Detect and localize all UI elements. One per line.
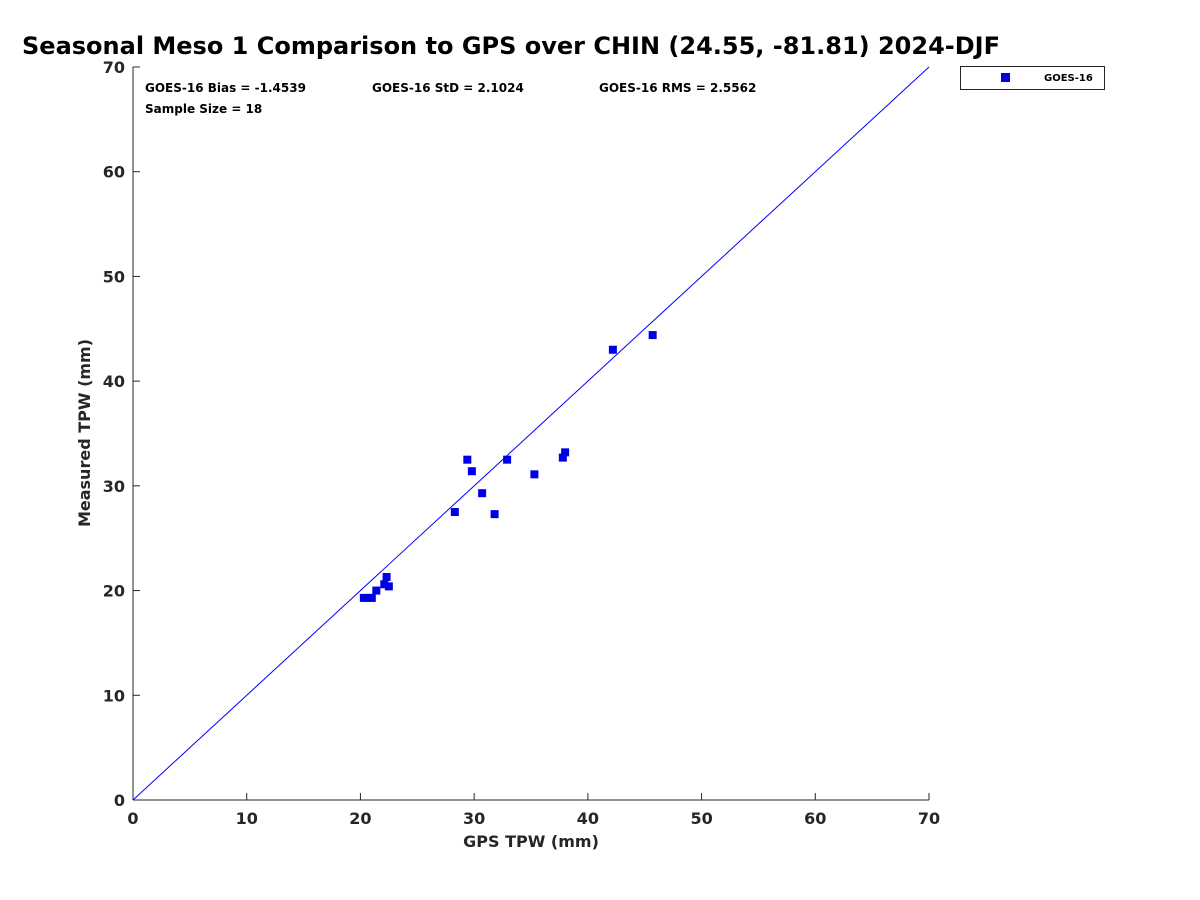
x-ticks: 0 10 20 30 40 50 60 70: [127, 793, 940, 828]
data-point: [503, 455, 512, 464]
x-tick-label: 20: [349, 809, 371, 828]
x-tick-label: 30: [463, 809, 485, 828]
data-point: [530, 470, 539, 479]
x-tick-label: 70: [918, 809, 940, 828]
x-tick-label: 10: [236, 809, 258, 828]
y-tick-label: 40: [103, 372, 125, 391]
data-point: [490, 510, 499, 519]
plot-area: 0 10 20 30 40 50 60 70 0 10 20 30 40 50 60 70: [103, 58, 940, 828]
data-point: [363, 593, 372, 602]
one-to-one-line: [132, 66, 930, 801]
y-axis-label: Measured TPW (mm): [75, 339, 94, 527]
y-tick-label: 0: [114, 791, 125, 810]
data-point: [478, 489, 487, 498]
bias-annotation: GOES-16 Bias = -1.4539: [145, 81, 306, 95]
x-tick-label: 60: [804, 809, 826, 828]
data-points: [359, 331, 657, 602]
y-tick-label: 60: [103, 163, 125, 182]
data-point: [558, 453, 567, 462]
chart-title: Seasonal Meso 1 Comparison to GPS over C…: [22, 32, 1000, 60]
rms-annotation: GOES-16 RMS = 2.5562: [599, 81, 756, 95]
data-point: [561, 448, 570, 457]
y-tick-label: 50: [103, 267, 125, 286]
data-point: [648, 331, 657, 340]
sample-size-annotation: Sample Size = 18: [145, 102, 262, 116]
legend-entry-label: GOES-16: [1044, 73, 1093, 84]
data-point: [467, 467, 476, 476]
data-point: [372, 586, 381, 595]
y-tick-label: 20: [103, 582, 125, 601]
y-tick-label: 10: [103, 686, 125, 705]
y-tick-label: 30: [103, 477, 125, 496]
data-point: [384, 582, 393, 591]
y-tick-label: 70: [103, 58, 125, 77]
std-annotation: GOES-16 StD = 2.1024: [372, 81, 524, 95]
x-tick-label: 50: [690, 809, 712, 828]
data-point: [450, 508, 459, 517]
legend-marker: [1001, 73, 1010, 82]
data-point: [367, 593, 376, 602]
x-axis-label: GPS TPW (mm): [463, 832, 599, 851]
x-tick-label: 0: [127, 809, 138, 828]
data-point: [608, 345, 617, 354]
data-point: [463, 455, 472, 464]
data-point: [382, 572, 391, 581]
legend-box: [960, 66, 1105, 90]
data-point: [380, 580, 389, 589]
x-tick-label: 40: [577, 809, 599, 828]
legend: GOES-16: [960, 66, 1105, 90]
y-ticks: 0 10 20 30 40 50 60 70: [103, 58, 140, 810]
